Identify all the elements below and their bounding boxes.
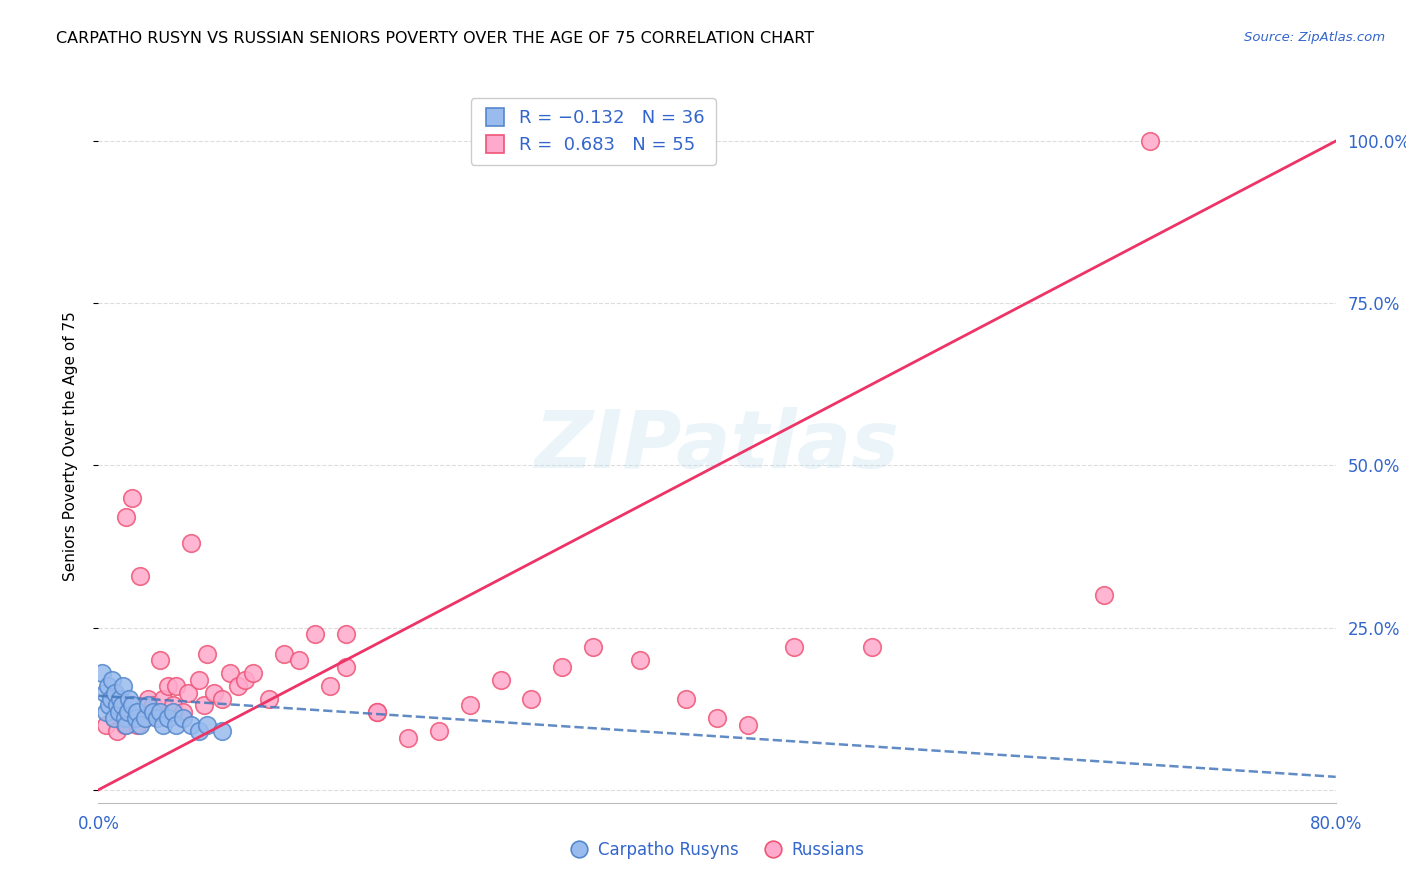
Point	[142, 705, 165, 719]
Point	[157, 711, 180, 725]
Point	[783, 640, 806, 654]
Point	[288, 653, 311, 667]
Point	[173, 711, 195, 725]
Point	[211, 692, 233, 706]
Point	[101, 673, 124, 687]
Text: Source: ZipAtlas.com: Source: ZipAtlas.com	[1244, 31, 1385, 45]
Point	[396, 731, 419, 745]
Point	[129, 568, 152, 582]
Point	[111, 698, 134, 713]
Point	[628, 653, 651, 667]
Text: ZIPatlas: ZIPatlas	[534, 407, 900, 485]
Point	[165, 718, 187, 732]
Point	[98, 698, 121, 713]
Point	[366, 705, 388, 719]
Legend: Carpatho Rusyns, Russians: Carpatho Rusyns, Russians	[562, 835, 872, 866]
Point	[100, 692, 122, 706]
Point	[97, 679, 120, 693]
Point	[219, 666, 242, 681]
Point	[136, 692, 159, 706]
Point	[1092, 588, 1115, 602]
Point	[737, 718, 759, 732]
Point	[188, 673, 211, 687]
Point	[152, 718, 174, 732]
Point	[211, 724, 233, 739]
Point	[242, 666, 264, 681]
Point	[458, 698, 481, 713]
Point	[180, 536, 202, 550]
Point	[142, 698, 165, 713]
Point	[226, 679, 249, 693]
Point	[118, 711, 141, 725]
Point	[162, 705, 184, 719]
Point	[146, 705, 169, 719]
Point	[117, 705, 139, 719]
Point	[319, 679, 342, 693]
Point	[582, 640, 605, 654]
Y-axis label: Seniors Poverty Over the Age of 75: Seniors Poverty Over the Age of 75	[63, 311, 77, 581]
Point	[335, 659, 357, 673]
Point	[193, 698, 215, 713]
Point	[304, 627, 326, 641]
Point	[489, 673, 512, 687]
Point	[180, 718, 202, 732]
Point	[107, 705, 129, 719]
Point	[114, 711, 136, 725]
Point	[235, 673, 257, 687]
Point	[129, 718, 152, 732]
Point	[195, 647, 218, 661]
Point	[127, 718, 149, 732]
Point	[551, 659, 574, 673]
Point	[111, 698, 134, 713]
Point	[104, 685, 127, 699]
Point	[706, 711, 728, 725]
Point	[93, 685, 115, 699]
Point	[149, 653, 172, 667]
Point	[162, 698, 184, 713]
Point	[115, 718, 138, 732]
Point	[165, 679, 187, 693]
Point	[188, 724, 211, 739]
Point	[90, 666, 112, 681]
Point	[157, 679, 180, 693]
Point	[121, 491, 143, 505]
Point	[257, 692, 280, 706]
Point	[675, 692, 697, 706]
Point	[105, 698, 128, 713]
Point	[195, 718, 218, 732]
Point	[96, 718, 118, 732]
Point	[204, 685, 226, 699]
Point	[103, 711, 125, 725]
Point	[273, 647, 295, 661]
Point	[134, 711, 156, 725]
Point	[127, 705, 149, 719]
Text: CARPATHO RUSYN VS RUSSIAN SENIORS POVERTY OVER THE AGE OF 75 CORRELATION CHART: CARPATHO RUSYN VS RUSSIAN SENIORS POVERT…	[56, 31, 814, 46]
Point	[335, 627, 357, 641]
Point	[427, 724, 450, 739]
Point	[112, 679, 135, 693]
Point	[1139, 134, 1161, 148]
Point	[96, 705, 118, 719]
Point	[114, 718, 136, 732]
Point	[115, 510, 138, 524]
Point	[149, 705, 172, 719]
Point	[136, 698, 159, 713]
Point	[118, 692, 141, 706]
Point	[860, 640, 883, 654]
Point	[520, 692, 543, 706]
Point	[121, 698, 143, 713]
Point	[108, 692, 131, 706]
Point	[177, 685, 200, 699]
Point	[134, 711, 156, 725]
Point	[173, 705, 195, 719]
Point	[103, 711, 125, 725]
Point	[146, 711, 169, 725]
Point	[366, 705, 388, 719]
Point	[152, 692, 174, 706]
Point	[124, 711, 146, 725]
Point	[105, 724, 128, 739]
